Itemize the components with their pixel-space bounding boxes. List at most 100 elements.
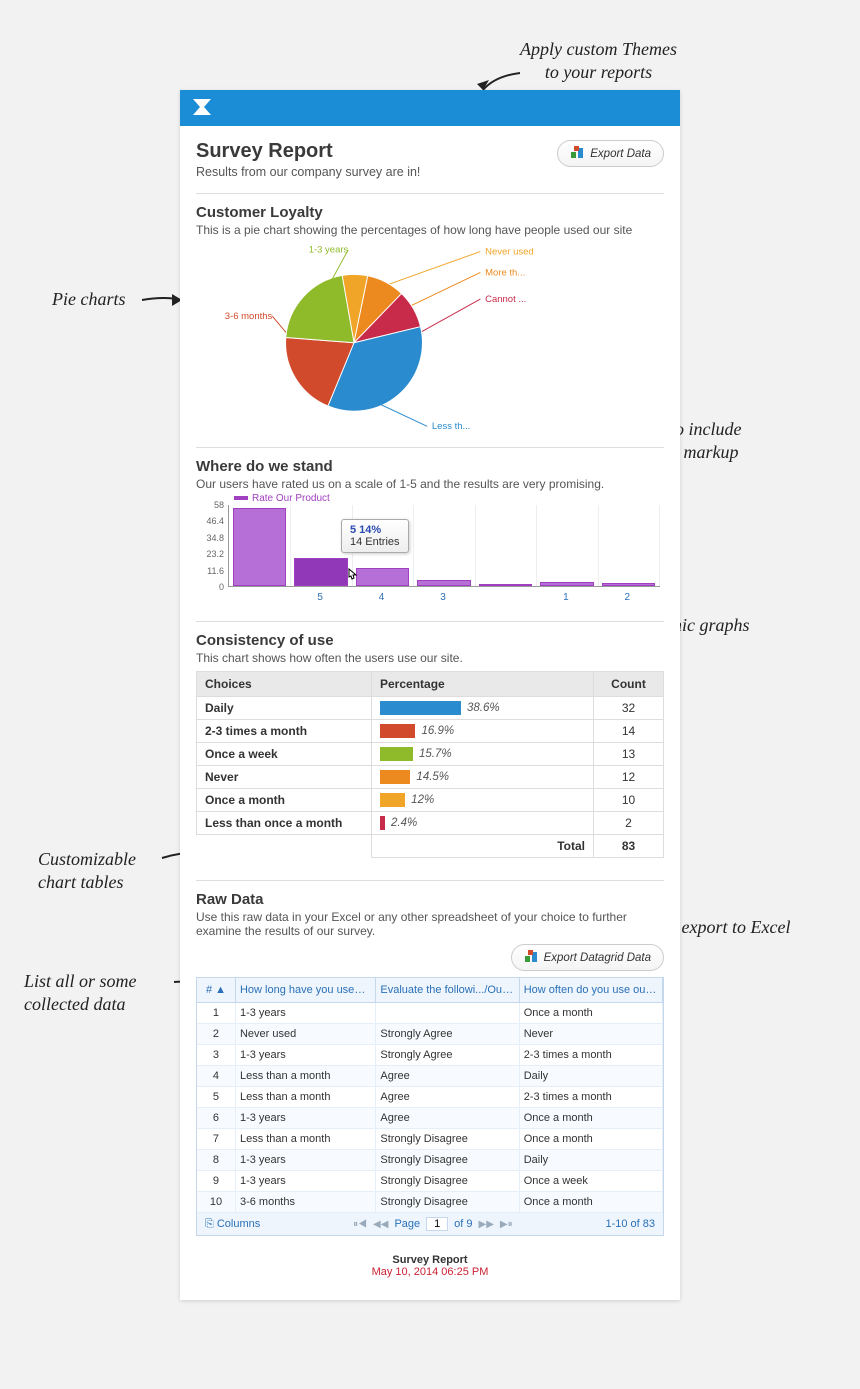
percentage-bar [380, 701, 461, 715]
bar-plot [228, 505, 660, 587]
grid-cell: 1-3 years [236, 1003, 376, 1023]
grid-body: 11-3 yearsOnce a month2Never usedStrongl… [197, 1003, 663, 1213]
grid-row[interactable]: 61-3 yearsAgreeOnce a month [197, 1108, 663, 1129]
count-cell: 12 [594, 766, 664, 789]
grid-cell: 4 [197, 1066, 236, 1086]
col-percentage[interactable]: Percentage [372, 672, 594, 697]
grid-row[interactable]: 5Less than a monthAgree2-3 times a month [197, 1087, 663, 1108]
annotation-tables: Customizablechart tables [38, 848, 136, 893]
grid-cell: 1-3 years [236, 1171, 376, 1191]
bar-x-label: 2 [625, 592, 631, 603]
grid-header: # ▲ How long have you used our produ Eva… [197, 978, 663, 1003]
annotation-themes: Apply custom Themesto your reports [520, 38, 677, 83]
bar[interactable] [356, 568, 409, 586]
pie-chart[interactable]: Never usedMore th...Cannot ...Less th...… [196, 243, 664, 433]
report-footer: Survey Report May 10, 2014 06:25 PM [196, 1254, 664, 1278]
grid-cell: Less than a month [236, 1066, 376, 1086]
raw-title: Raw Data [196, 891, 664, 908]
bar-section-title: Where do we stand [196, 458, 664, 475]
grid-cell: Strongly Agree [376, 1045, 519, 1065]
percentage-bar [380, 724, 415, 738]
data-grid[interactable]: # ▲ How long have you used our produ Eva… [196, 977, 664, 1236]
pager-prev[interactable]: ◀◀ [373, 1219, 388, 1230]
grid-col-3[interactable]: How often do you use our product [520, 978, 663, 1002]
cursor-icon [345, 567, 361, 588]
count-cell: 32 [594, 697, 664, 720]
percentage-cell: 15.7% [372, 743, 594, 766]
columns-link[interactable]: ⎘ Columns [205, 1218, 260, 1231]
grid-col-1[interactable]: How long have you used our produ [236, 978, 376, 1002]
grid-row[interactable]: 2Never usedStrongly AgreeNever [197, 1024, 663, 1045]
grid-row[interactable]: 81-3 yearsStrongly DisagreeDaily [197, 1150, 663, 1171]
pager-last[interactable]: ▶⏸ [500, 1219, 513, 1230]
divider [196, 193, 664, 194]
grid-footer: ⎘ Columns ⏸◀ ◀◀ Page of 9 ▶▶ ▶⏸ 1-10 of … [197, 1213, 663, 1235]
col-choices[interactable]: Choices [197, 672, 372, 697]
grid-row[interactable]: 4Less than a monthAgreeDaily [197, 1066, 663, 1087]
app-logo-icon [190, 95, 214, 122]
grid-row[interactable]: 11-3 yearsOnce a month [197, 1003, 663, 1024]
percentage-bar [380, 770, 410, 784]
grid-row[interactable]: 31-3 yearsStrongly Agree2-3 times a mont… [197, 1045, 663, 1066]
export-icon [570, 145, 584, 162]
bar[interactable] [540, 582, 593, 586]
bar[interactable] [417, 580, 470, 586]
bar[interactable] [602, 583, 655, 586]
grid-cell: 2-3 times a month [520, 1087, 663, 1107]
bar-chart[interactable]: Rate Our Product 011.623.234.846.458 5 1… [196, 497, 664, 607]
percentage-text: 12% [411, 794, 434, 806]
annotation-pie: Pie charts [52, 288, 126, 311]
grid-cell: Once a week [520, 1171, 663, 1191]
grid-cell: 8 [197, 1150, 236, 1170]
export-datagrid-button[interactable]: Export Datagrid Data [511, 944, 664, 971]
consistency-title: Consistency of use [196, 632, 664, 649]
raw-desc: Use this raw data in your Excel or any o… [196, 910, 664, 938]
bar[interactable] [479, 584, 532, 586]
divider [196, 621, 664, 622]
grid-cell: Once a month [520, 1192, 663, 1212]
bar-x-label: 3 [440, 592, 446, 603]
export-datagrid-label: Export Datagrid Data [544, 952, 651, 964]
grid-row[interactable]: 7Less than a monthStrongly DisagreeOnce … [197, 1129, 663, 1150]
grid-cell: Daily [520, 1150, 663, 1170]
grid-row[interactable]: 91-3 yearsStrongly DisagreeOnce a week [197, 1171, 663, 1192]
pie-svg: Never usedMore th...Cannot ...Less th...… [196, 243, 664, 433]
percentage-cell: 14.5% [372, 766, 594, 789]
footer-date: May 10, 2014 06:25 PM [196, 1266, 664, 1278]
table-row: Once a week15.7%13 [197, 743, 664, 766]
pager: ⏸◀ ◀◀ Page of 9 ▶▶ ▶⏸ [353, 1217, 512, 1231]
svg-text:1-3 years: 1-3 years [309, 245, 349, 256]
grid-col-index[interactable]: # ▲ [197, 978, 236, 1002]
pager-page-label: Page [394, 1218, 420, 1230]
grid-row[interactable]: 103-6 monthsStrongly DisagreeOnce a mont… [197, 1192, 663, 1213]
grid-cell: 6 [197, 1108, 236, 1128]
svg-text:3-6 months: 3-6 months [225, 311, 273, 322]
bar[interactable] [233, 508, 286, 586]
tooltip-title: 5 14% [350, 524, 400, 536]
bar-x-label: 1 [563, 592, 569, 603]
bar-tooltip: 5 14% 14 Entries [341, 519, 409, 553]
grid-cell [376, 1003, 519, 1023]
grid-cell: Once a month [520, 1129, 663, 1149]
titlebar [180, 90, 680, 126]
grid-cell: Less than a month [236, 1087, 376, 1107]
col-count[interactable]: Count [594, 672, 664, 697]
grid-cell: 3-6 months [236, 1192, 376, 1212]
pager-page-input[interactable] [426, 1217, 448, 1231]
percentage-bar [380, 793, 405, 807]
pager-first[interactable]: ⏸◀ [353, 1219, 367, 1230]
total-value: 83 [594, 835, 664, 858]
percentage-bar [380, 816, 385, 830]
bar[interactable] [294, 558, 347, 586]
choice-cell: Once a month [197, 789, 372, 812]
choice-cell: Daily [197, 697, 372, 720]
annotation-list-data: List all or somecollected data [24, 970, 137, 1015]
pager-next[interactable]: ▶▶ [479, 1219, 494, 1230]
grid-cell: 3 [197, 1045, 236, 1065]
percentage-cell: 38.6% [372, 697, 594, 720]
export-data-button[interactable]: Export Data [557, 140, 664, 167]
grid-cell: Strongly Disagree [376, 1192, 519, 1212]
grid-col-2[interactable]: Evaluate the followi.../Our product [376, 978, 519, 1002]
footer-title: Survey Report [196, 1254, 664, 1266]
report-window: Survey Report Results from our company s… [180, 90, 680, 1300]
